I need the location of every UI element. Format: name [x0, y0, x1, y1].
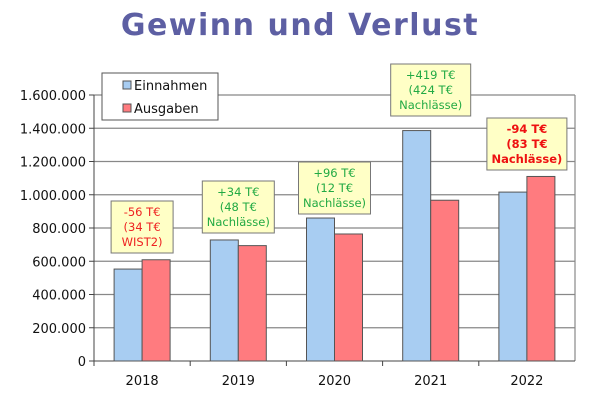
annotation-background [201, 180, 275, 234]
y-tick-label: 1.200.000 [20, 156, 86, 171]
annotation-text: WIST2) [122, 235, 163, 249]
y-tick-label: 400.000 [32, 289, 86, 304]
y-tick-label: 1.600.000 [20, 89, 86, 104]
annotation-background [110, 200, 174, 254]
annotation-text: Nachlässe) [207, 215, 270, 229]
x-tick-label: 2018 [126, 374, 159, 389]
bar-einnahmen [209, 239, 239, 362]
y-tick-label: 600.000 [32, 255, 86, 270]
annotation-text: (48 T€ [220, 200, 257, 214]
x-tick-label: 2019 [222, 374, 255, 389]
annotation-text: -94 T€ [507, 122, 548, 136]
annotation-text: +34 T€ [217, 185, 259, 199]
legend: Einnahmen Ausgaben [101, 72, 219, 121]
x-tick-label: 2022 [510, 374, 543, 389]
y-tick-label: 200.000 [32, 322, 86, 337]
y-tick-label: 800.000 [32, 222, 86, 237]
annotation-text: (424 T€ [408, 83, 452, 97]
annotation-text: Nachlässe) [399, 98, 462, 112]
bar-ausgaben [430, 199, 460, 362]
bar-einnahmen [306, 217, 335, 362]
legend-box [101, 72, 219, 121]
bar-ausgaben [334, 233, 363, 362]
bar-ausgaben [141, 259, 171, 362]
annotation-box: -94 T€(83 T€Nachlässe) [486, 117, 568, 171]
annotation-text: (12 T€ [316, 181, 353, 195]
legend-swatch [122, 80, 132, 90]
y-tick-label: 1.400.000 [20, 122, 86, 137]
legend-label: Ausgaben [134, 102, 199, 117]
bar-einnahmen [498, 191, 528, 362]
bar-ausgaben [526, 175, 556, 362]
annotation-box: +96 T€(12 T€Nachlässe) [298, 161, 371, 215]
y-tick-label: 1.000.000 [20, 189, 86, 204]
annotation-text: Nachlässe) [303, 196, 366, 210]
legend-label: Einnahmen [134, 79, 207, 94]
annotation-text: Nachlässe) [491, 152, 562, 166]
annotation-text: +96 T€ [313, 166, 355, 180]
annotation-box: -56 T€(34 T€WIST2) [110, 200, 174, 254]
annotation-text: +419 T€ [406, 68, 456, 82]
chart-title: Gewinn und Verlust [120, 8, 480, 43]
bar-ausgaben [237, 245, 267, 362]
annotation-background [298, 161, 371, 215]
annotation-background [486, 117, 568, 171]
x-tick-label: 2021 [414, 374, 447, 389]
x-tick-label: 2020 [318, 374, 351, 389]
bar-einnahmen [113, 268, 143, 362]
legend-swatch [122, 103, 132, 113]
annotation-text: (83 T€ [506, 137, 547, 151]
annotation-box: +419 T€(424 T€Nachlässe) [390, 63, 472, 117]
annotation-text: (34 T€ [124, 220, 161, 234]
annotation-background [390, 63, 472, 117]
bar-einnahmen [402, 130, 432, 362]
annotation-box: +34 T€(48 T€Nachlässe) [201, 180, 275, 234]
annotation-text: -56 T€ [124, 205, 161, 219]
y-tick-label: 0 [78, 355, 86, 370]
